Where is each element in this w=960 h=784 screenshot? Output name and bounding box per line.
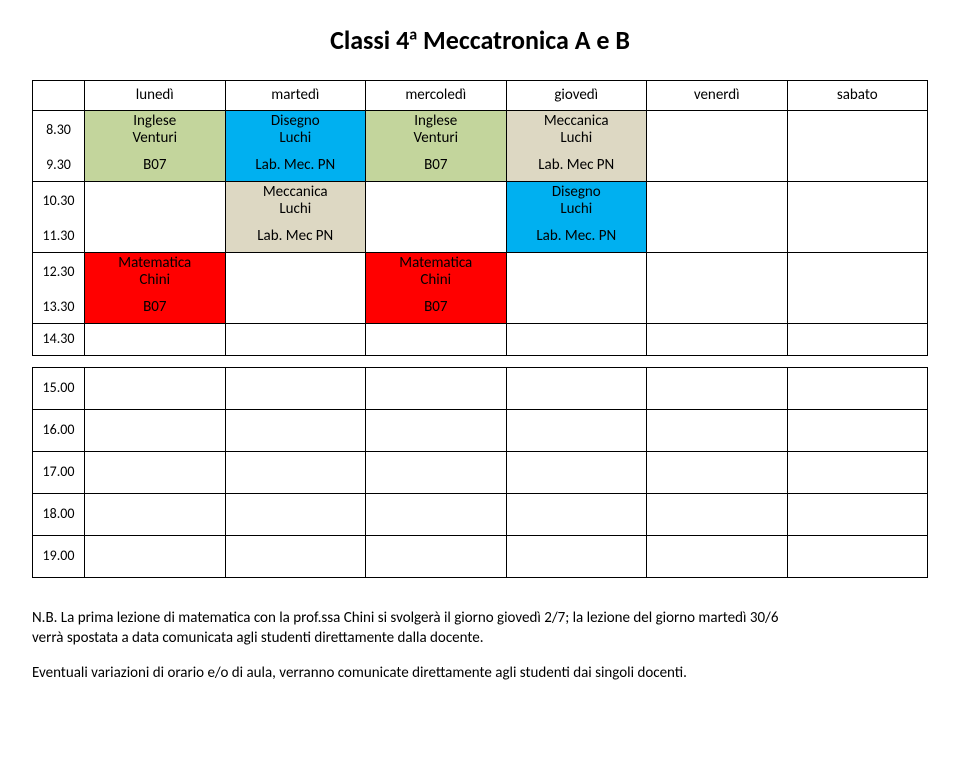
thu-b-l2: Luchi [560, 200, 592, 218]
mon-a-l3: B07 [85, 150, 226, 182]
title-suffix: Meccatronica A e B [417, 24, 630, 56]
time-3: 11.30 [33, 221, 85, 253]
tue-b-l1: Meccanica [263, 183, 328, 201]
tue-a-l3: Lab. Mec. PN [225, 150, 366, 182]
timetable: lunedì martedì mercoledì giovedì venerdì… [32, 80, 928, 578]
mon-c-l2: Chini [139, 271, 170, 289]
time-4: 12.30 [33, 253, 85, 292]
day-thu: giovedì [506, 81, 647, 111]
thu-a-l1: Meccanica [544, 112, 609, 130]
title-prefix: Classi 4 [330, 24, 409, 56]
thu-a-l3: Lab. Mec PN [506, 150, 647, 182]
wed-c-l3: B07 [366, 292, 507, 324]
notes-block: N.B. La prima lezione di matematica con … [32, 608, 792, 683]
time-11: 19.00 [33, 536, 85, 578]
thu-a-l2: Luchi [560, 129, 592, 147]
time-8: 16.00 [33, 410, 85, 452]
title-sup: a [409, 25, 417, 44]
mon-c-l1: Matematica [118, 254, 191, 272]
wed-a-l3: B07 [366, 150, 507, 182]
wed-a-l1: Inglese [414, 112, 457, 130]
tue-a-l1: Disegno [271, 112, 320, 130]
tue-b-l3: Lab. Mec PN [225, 221, 366, 253]
note-1: N.B. La prima lezione di matematica con … [32, 608, 792, 649]
day-mon: lunedì [85, 81, 226, 111]
day-wed: mercoledì [366, 81, 507, 111]
page-title: Classi 4a Meccatronica A e B [32, 24, 928, 56]
header-row: lunedì martedì mercoledì giovedì venerdì… [33, 81, 928, 111]
mon-c-l3: B07 [85, 292, 226, 324]
note-2: Eventuali variazioni di orario e/o di au… [32, 663, 792, 683]
tue-b-l2: Luchi [279, 200, 311, 218]
mon-a-l1: Inglese [133, 112, 176, 130]
time-2: 10.30 [33, 182, 85, 221]
time-1: 9.30 [33, 150, 85, 182]
thu-b-l3: Lab. Mec. PN [506, 221, 647, 253]
day-fri: venerdì [647, 81, 788, 111]
thu-b-l1: Disegno [552, 183, 601, 201]
wed-c-l1: Matematica [399, 254, 472, 272]
day-sat: sabato [787, 81, 928, 111]
time-10: 18.00 [33, 494, 85, 536]
time-6: 14.30 [33, 324, 85, 356]
time-5: 13.30 [33, 292, 85, 324]
tue-a-l2: Luchi [279, 129, 311, 147]
time-7: 15.00 [33, 368, 85, 410]
time-0: 8.30 [33, 111, 85, 150]
wed-a-l2: Venturi [413, 129, 458, 147]
time-9: 17.00 [33, 452, 85, 494]
day-tue: martedì [225, 81, 366, 111]
mon-a-l2: Venturi [132, 129, 177, 147]
wed-c-l2: Chini [420, 271, 451, 289]
